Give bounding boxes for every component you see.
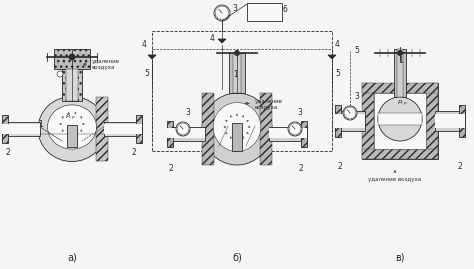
Bar (426, 83, 438, 159)
Text: 3: 3 (354, 92, 359, 101)
Bar (167, 127, 205, 141)
Text: 1: 1 (233, 70, 238, 79)
Ellipse shape (202, 93, 272, 165)
Bar (67, 125, 77, 147)
Circle shape (176, 122, 190, 136)
Polygon shape (218, 39, 226, 43)
Circle shape (343, 106, 357, 120)
Text: 4: 4 (210, 34, 215, 43)
Bar (374, 93, 426, 149)
Circle shape (378, 97, 422, 141)
Bar (152, 31, 332, 151)
Bar (104, 122, 142, 136)
Bar (362, 83, 374, 159)
Text: 1: 1 (398, 56, 403, 65)
Text: 5: 5 (354, 46, 359, 55)
Bar (362, 83, 438, 159)
Bar (2, 122, 40, 136)
Bar (362, 83, 438, 93)
Bar (167, 128, 205, 138)
Text: удаление
воздуха: удаление воздуха (83, 59, 120, 70)
Bar (301, 121, 307, 147)
Text: удаление воздуха: удаление воздуха (368, 171, 421, 182)
Text: в): в) (395, 253, 405, 263)
Text: 2: 2 (6, 148, 11, 157)
Ellipse shape (47, 105, 97, 149)
Bar (136, 115, 142, 143)
Circle shape (288, 122, 302, 136)
Bar (54, 49, 90, 69)
Text: а): а) (67, 253, 77, 263)
Text: 1: 1 (38, 120, 43, 129)
Bar (362, 149, 438, 159)
Bar (435, 114, 465, 128)
Bar (335, 105, 341, 137)
Bar (233, 53, 241, 93)
Ellipse shape (38, 97, 106, 161)
Text: 4: 4 (335, 40, 340, 49)
Bar (459, 105, 465, 137)
Bar (229, 53, 245, 93)
Circle shape (214, 5, 230, 21)
Bar (202, 93, 214, 165)
Circle shape (235, 51, 239, 55)
Text: б): б) (232, 253, 242, 263)
Bar (167, 121, 173, 147)
Text: удаление
воздуха: удаление воздуха (246, 99, 283, 110)
Text: 2: 2 (299, 164, 304, 173)
Text: 5: 5 (144, 69, 149, 78)
Bar (335, 114, 365, 128)
Bar (378, 113, 422, 125)
Text: 5: 5 (335, 69, 340, 78)
Text: 3: 3 (185, 108, 190, 117)
Bar (2, 124, 40, 134)
Text: 4: 4 (142, 40, 147, 49)
Ellipse shape (213, 102, 261, 151)
Bar (96, 97, 108, 161)
Bar (269, 128, 307, 138)
Bar (232, 123, 242, 151)
Bar (247, 3, 282, 21)
Bar (397, 49, 403, 97)
Text: 2: 2 (169, 164, 174, 173)
Bar (66, 69, 78, 101)
Text: 2: 2 (338, 162, 343, 171)
Text: 2: 2 (458, 162, 463, 171)
Text: 3: 3 (297, 108, 302, 117)
Text: 3: 3 (232, 4, 237, 13)
Bar (394, 49, 406, 97)
Text: 6: 6 (283, 5, 288, 14)
Circle shape (398, 51, 402, 55)
Bar (104, 124, 142, 134)
Polygon shape (148, 55, 156, 59)
Circle shape (57, 71, 63, 77)
Text: $P_{гр}$: $P_{гр}$ (397, 99, 407, 109)
Bar (335, 111, 365, 131)
Bar (269, 127, 307, 141)
Bar (435, 111, 465, 131)
Text: $P_{гр}$: $P_{гр}$ (64, 113, 75, 123)
Bar (260, 93, 272, 165)
Circle shape (69, 54, 75, 60)
Polygon shape (328, 55, 336, 59)
Bar (2, 115, 8, 143)
Text: 2: 2 (132, 148, 137, 157)
Bar (62, 69, 82, 101)
